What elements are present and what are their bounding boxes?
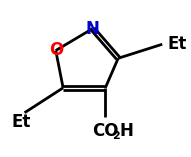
Text: CO: CO	[92, 122, 119, 140]
Text: H: H	[119, 122, 133, 140]
Text: O: O	[49, 41, 63, 60]
Text: Et: Et	[168, 35, 187, 53]
Text: N: N	[86, 20, 99, 38]
Text: 2: 2	[112, 131, 120, 141]
Text: Et: Et	[12, 113, 31, 131]
